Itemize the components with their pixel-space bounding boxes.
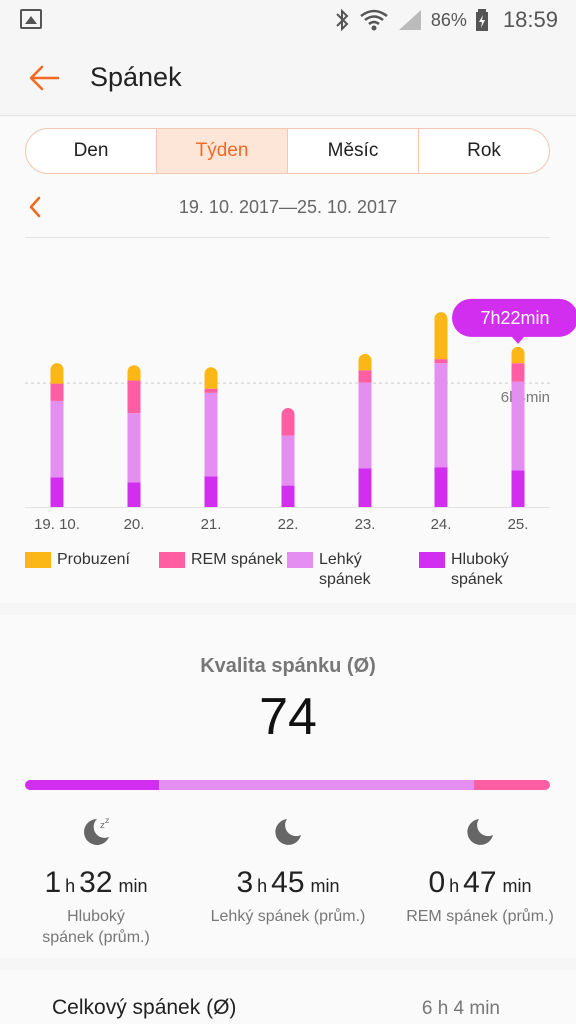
bar-segment [204,367,218,389]
svg-text:z: z [100,821,105,831]
stat-label: Hluboký spánek (prům.) [42,908,150,946]
chart-legend: Probuzení REM spánek Lehký spánek Hlubok… [0,547,576,603]
bar-segment [127,380,141,414]
stat-value: 0 h 47 min [428,866,532,899]
x-tick-label: 20. [124,516,145,533]
quality-bar-light [158,780,474,790]
tab-year[interactable]: Rok [467,140,501,161]
legend-swatch [287,552,313,568]
sleep-chart: 6h4min 19. 10. 20. 21. 22. 23. 24. 25. 7h22min [25,298,576,533]
moon-sleep-icon: z z [84,816,109,845]
bar-segment [511,470,525,507]
bar-segment [204,392,218,477]
moon-icon [467,819,493,845]
bar-segment [281,435,295,486]
tooltip-bubble [452,298,576,337]
page-title: Spánek [90,62,182,92]
bluetooth-icon [336,8,349,32]
x-tick-label: 22. [278,516,299,533]
image-icon [20,9,42,29]
chart-card: Den Týden Měsíc Rok 19. 10. 2017—25. 10.… [0,117,576,603]
stat-label: Lehký spánek (prům.) [210,908,366,925]
battery-percent: 86% [430,9,467,30]
moon-icon [275,819,301,845]
bar-segment [50,383,64,401]
sleep-quality-card: Kvalita spánku (Ø) 74 z z 1 h 32 min Hlubok… [0,615,576,958]
x-tick-label: 21. [201,516,222,533]
legend-label: Lehký spánek [319,551,371,588]
quality-title: Kvalita spánku (Ø) [200,655,376,677]
bar-segment [434,359,448,364]
stat-value: 3 h 45 min [236,866,340,899]
total-sleep-value: 6 h 4 min [421,998,500,1019]
battery-icon [475,9,488,31]
bar-segment [50,400,64,478]
date-range: 19. 10. 2017—25. 10. 2017 [178,197,398,217]
legend-item-awake: Probuzení [25,550,130,570]
bar-segment [50,363,64,384]
tab-month[interactable]: Měsíc [288,129,419,173]
stat-deep-sleep: z z 1 h 32 min Hluboký spánek (prům.) [0,815,192,948]
bar-segment [50,477,64,507]
stat-light-sleep: 3 h 45 min Lehký spánek (prům.) [192,815,384,927]
wifi-icon [360,9,388,31]
back-arrow-icon[interactable] [26,60,62,96]
tab-week[interactable]: Týden [157,129,288,173]
x-tick-label: 24. [431,516,452,533]
bar-segment [511,363,525,382]
x-tick-label: 25. [508,516,529,533]
legend-item-deep: Hluboký spánek [419,550,539,590]
legend-item-light: Lehký spánek [287,550,397,590]
total-sleep-label: Celkový spánek (Ø) [52,996,237,1019]
app-header: Spánek [0,40,576,116]
quality-bar-rem [473,780,550,790]
bar-segment [127,413,141,483]
bar-segment [281,485,295,507]
period-tabs: Den Týden Měsíc Rok [25,128,550,174]
stat-rem-sleep: 0 h 47 min REM spánek (prům.) [384,815,576,927]
legend-item-rem: REM spánek [159,550,283,570]
status-icons: 86% 18:59 [333,6,558,34]
tooltip-pointer [511,335,525,344]
quality-bar [25,780,550,790]
quality-bar-deep [25,780,159,790]
divider [25,237,550,238]
stat-label: REM spánek (prům.) [406,908,554,925]
bar-segment [204,388,218,393]
legend-swatch [25,552,51,568]
svg-text:z: z [105,816,109,825]
bar-segment [281,408,295,436]
clock: 18:59 [502,7,558,32]
legend-swatch [419,552,445,568]
average-label: 6h4min [501,389,550,406]
total-sleep-row[interactable]: Celkový spánek (Ø) 6 h 4 min [0,970,576,1024]
bar-segment [434,467,448,507]
legend-label: Hluboký spánek [451,551,509,588]
bar-segment [358,468,372,507]
legend-label: REM spánek [191,551,283,568]
bar-segment [358,382,372,469]
bar-segment [358,370,372,383]
bar-segment [127,482,141,507]
bar-segment [127,365,141,381]
stat-value: 1 h 32 min [44,866,148,899]
quality-score: 74 [259,688,317,746]
date-navigator: 19. 10. 2017—25. 10. 2017 [0,189,576,225]
bar-segment [434,312,448,360]
x-tick-label: 23. [355,516,376,533]
bar-segment [204,476,218,507]
chevron-left-icon[interactable] [24,193,48,221]
tab-day[interactable]: Den [26,129,157,173]
status-bar: 86% 18:59 [0,0,576,40]
bar-segment [511,381,525,471]
bar-segment [434,363,448,468]
legend-label: Probuzení [57,551,130,568]
signal-icon [398,10,421,30]
x-tick-label: 19. 10. [34,516,80,533]
bar-segment [511,346,525,364]
bar-segment [358,354,372,371]
legend-swatch [159,552,185,568]
tooltip-label: 7h22min [480,308,549,328]
